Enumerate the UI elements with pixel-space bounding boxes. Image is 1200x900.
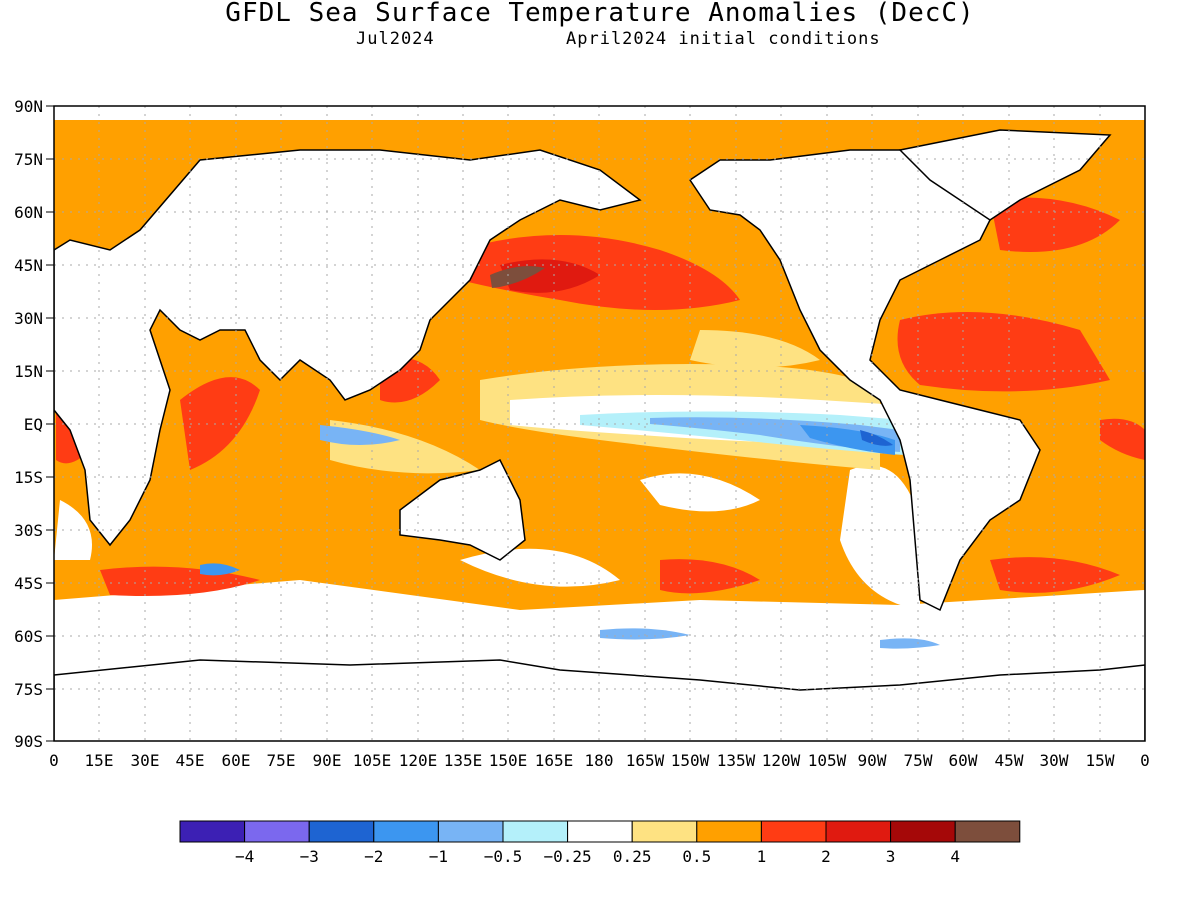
colorbar-swatch xyxy=(954,820,1021,843)
lon-label: 75W xyxy=(904,751,933,770)
colorbar-label: 0.25 xyxy=(613,847,652,866)
lat-label: EQ xyxy=(24,415,43,434)
colorbar-swatch xyxy=(179,820,246,843)
lon-label: 150W xyxy=(671,751,710,770)
lon-label: 45W xyxy=(995,751,1024,770)
colorbar-label: −2 xyxy=(364,847,383,866)
colorbar-label: 0.5 xyxy=(682,847,711,866)
colorbar-swatch xyxy=(244,820,310,843)
latitude-labels: 90N 75N 60N 45N 30N 15N EQ 15S 30S 45S 6… xyxy=(14,97,43,751)
chart-title: GFDL Sea Surface Temperature Anomalies (… xyxy=(225,0,975,28)
lon-label: 60W xyxy=(949,751,978,770)
colorbar-label: −3 xyxy=(300,847,319,866)
tick-marks xyxy=(46,105,54,742)
colorbar-label: 2 xyxy=(821,847,831,866)
colorbar-label: 4 xyxy=(950,847,960,866)
antarctica-outline xyxy=(54,659,1145,741)
lon-label: 180 xyxy=(585,751,614,770)
lon-label: 135E xyxy=(444,751,483,770)
lon-label: 105E xyxy=(353,751,392,770)
lon-label: 135W xyxy=(717,751,756,770)
lon-label: 75E xyxy=(267,751,296,770)
southern-ocean-white xyxy=(54,580,1145,650)
colorbar-swatch xyxy=(825,820,892,843)
lon-label: 45E xyxy=(176,751,205,770)
colorbar-swatch xyxy=(308,820,375,843)
lat-label: 90N xyxy=(14,97,43,116)
lat-label: 60S xyxy=(14,627,43,646)
colorbar-swatch xyxy=(760,820,827,843)
lat-label: 45N xyxy=(14,256,43,275)
lon-label: 165W xyxy=(626,751,665,770)
lon-label: 120W xyxy=(762,751,801,770)
indian-ocean-red xyxy=(180,377,260,470)
lon-label: 105W xyxy=(808,751,847,770)
lon-label: 165E xyxy=(535,751,574,770)
lon-label: 30E xyxy=(131,751,160,770)
colorbar-label: 3 xyxy=(886,847,896,866)
lat-label: 30N xyxy=(14,309,43,328)
colorbar-label: −4 xyxy=(235,847,254,866)
colorbar xyxy=(179,820,1021,843)
lat-label: 30S xyxy=(14,521,43,540)
lat-label: 75N xyxy=(14,150,43,169)
longitude-labels: 0 15E 30E 45E 60E 75E 90E 105E 120E 135E… xyxy=(49,751,1150,770)
initial-conditions-label: April2024 initial conditions xyxy=(566,29,881,49)
colorbar-label: 1 xyxy=(757,847,767,866)
lon-label: 15W xyxy=(1086,751,1115,770)
lon-label: 0 xyxy=(1140,751,1150,770)
colorbar-swatch xyxy=(890,820,956,843)
lon-label: 90E xyxy=(313,751,342,770)
lon-label: 15E xyxy=(85,751,114,770)
lat-label: 60N xyxy=(14,203,43,222)
lat-label: 90S xyxy=(14,732,43,751)
land xyxy=(54,129,1145,741)
lon-label: 0 xyxy=(49,751,59,770)
greenland-outline xyxy=(898,129,1112,221)
lon-label: 150E xyxy=(489,751,528,770)
colorbar-label: −1 xyxy=(429,847,448,866)
lon-label: 90W xyxy=(858,751,887,770)
colorbar-swatch xyxy=(373,820,439,843)
lat-label: 45S xyxy=(14,574,43,593)
australia-outline xyxy=(399,458,526,561)
lon-label: 30W xyxy=(1040,751,1069,770)
lon-label: 120E xyxy=(399,751,438,770)
colorbar-swatch xyxy=(631,820,698,843)
colorbar-label: −0.25 xyxy=(544,847,592,866)
lat-label: 75S xyxy=(14,680,43,699)
colorbar-swatch xyxy=(567,820,633,843)
gridlines xyxy=(54,106,1145,741)
colorbar-labels: −4 −3 −2 −1 −0.5 −0.25 0.25 0.5 1 2 3 4 xyxy=(235,847,960,866)
colorbar-swatch xyxy=(502,820,569,843)
valid-month-label: Jul2024 xyxy=(356,29,435,49)
colorbar-swatch xyxy=(696,820,762,843)
lon-label: 60E xyxy=(222,751,251,770)
colorbar-label: −0.5 xyxy=(484,847,523,866)
lat-label: 15S xyxy=(14,468,43,487)
colorbar-swatch xyxy=(437,820,504,843)
north-atlantic-red xyxy=(897,312,1110,392)
americas-outline xyxy=(688,149,1041,612)
eurasia-africa-outline xyxy=(54,149,642,547)
lat-label: 15N xyxy=(14,362,43,381)
